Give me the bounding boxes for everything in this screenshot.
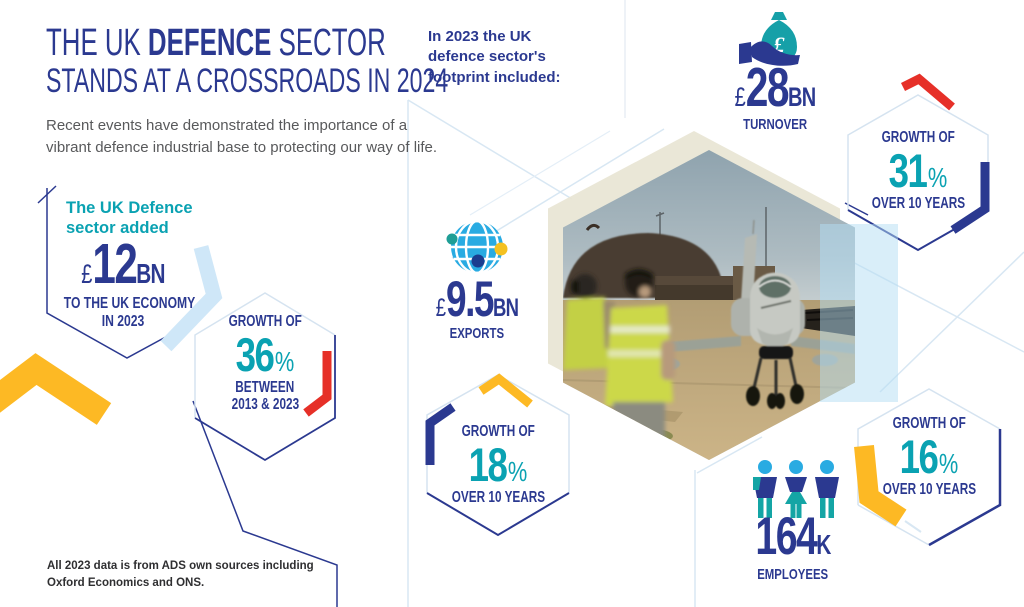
- growth-employees-percent: %: [938, 448, 959, 480]
- growth-exports-stat: GROWTH OF 18 % OVER 10 YEARS: [428, 423, 568, 506]
- exports-unit: BN: [493, 294, 519, 322]
- title-part-bold: DEFENCE: [147, 22, 272, 64]
- turnover-label: TURNOVER: [743, 116, 807, 133]
- footprint-line3: footprint included:: [428, 68, 561, 86]
- svg-text:£: £: [773, 32, 786, 57]
- ground-crew: [563, 269, 675, 460]
- growth-employees-value: 16: [899, 430, 939, 484]
- title-line2: STANDS AT A CROSSROADS IN 2024: [46, 62, 449, 100]
- exports-value: 9.5: [446, 271, 494, 327]
- lightblue-overlay-rect: [820, 224, 898, 402]
- growth-exports-percent: %: [507, 456, 528, 488]
- economy-stat: £ 12 BN TO THE UK ECONOMY IN 2023: [43, 236, 203, 330]
- growth-economy-percent: %: [274, 346, 295, 378]
- exports-label: EXPORTS: [449, 325, 505, 342]
- growth-employees-caption: OVER 10 YEARS: [882, 481, 976, 499]
- source-note: All 2023 data is from ADS own sources in…: [47, 558, 314, 593]
- footprint-line1: In 2023 the UK: [428, 28, 532, 45]
- exports-currency: £: [435, 294, 447, 322]
- economy-caption-line2: IN 2023: [101, 312, 145, 330]
- economy-caption-line1: TO THE UK ECONOMY: [63, 295, 196, 312]
- footprint-line2: defence sector's: [428, 48, 546, 66]
- turnover-value: 28: [745, 56, 790, 118]
- employees-stat: 164 K EMPLOYEES: [723, 510, 863, 584]
- turnover-unit: BN: [788, 82, 816, 112]
- growth-turnover-stat: GROWTH OF 31 % OVER 10 YEARS: [848, 129, 988, 212]
- growth-economy-caption2: 2013 & 2023: [231, 396, 299, 414]
- growth-employees-stat: GROWTH OF 16 % OVER 10 YEARS: [859, 415, 999, 498]
- turnover-stat: £ 28 BN TURNOVER: [705, 60, 845, 134]
- intro-line2: vibrant defence industrial base to prote…: [46, 138, 438, 156]
- intro-line1: Recent events have demonstrated the impo…: [46, 117, 408, 134]
- growth-turnover-value: 31: [888, 144, 928, 198]
- economy-lead-line1: The UK Defence: [66, 199, 193, 217]
- growth-economy-caption1: BETWEEN: [235, 379, 295, 397]
- source-note-line1: All 2023 data is from ADS own sources in…: [47, 560, 314, 572]
- yellow-chevron-left: [0, 353, 112, 425]
- growth-exports-value: 18: [468, 438, 508, 492]
- employees-value: 164: [755, 507, 817, 566]
- turnover-currency: £: [734, 82, 746, 112]
- economy-currency: £: [81, 259, 93, 289]
- footprint-note: In 2023 the UK defence sector's footprin…: [428, 27, 560, 88]
- growth-turnover-percent: %: [927, 162, 948, 194]
- economy-unit: BN: [136, 258, 165, 289]
- economy-value: 12: [92, 232, 137, 296]
- page-title: THE UK DEFENCE SECTOR STANDS AT A CROSSR…: [46, 24, 637, 98]
- source-note-line2: Oxford Economics and ONS.: [47, 577, 205, 590]
- growth-exports-caption: OVER 10 YEARS: [451, 489, 545, 507]
- growth-turnover-caption: OVER 10 YEARS: [871, 195, 965, 213]
- title-part-pre: THE UK: [46, 22, 148, 64]
- employees-label: EMPLOYEES: [757, 566, 829, 583]
- growth-economy-value: 36: [235, 328, 275, 382]
- employees-unit: K: [816, 529, 831, 560]
- title-part-post: SECTOR: [271, 22, 386, 64]
- intro-text: Recent events have demonstrated the impo…: [46, 115, 437, 159]
- exports-stat: £ 9.5 BN EXPORTS: [407, 274, 547, 343]
- growth-economy-stat: GROWTH OF 36 % BETWEEN 2013 & 2023: [195, 313, 335, 413]
